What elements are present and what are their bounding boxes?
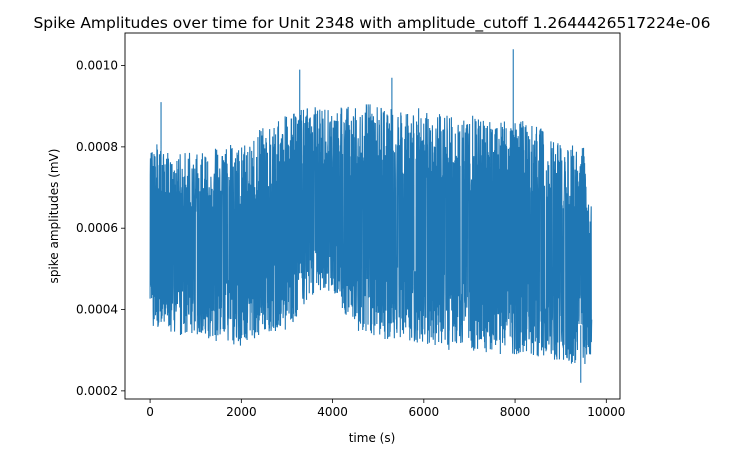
y-axis: 0.0002 0.0004 0.0006 0.0008 0.0010 [76,59,125,398]
y-tick-label: 0.0008 [76,140,118,154]
x-tick-label: 2000 [226,405,257,419]
x-tick-label: 10000 [587,405,625,419]
x-axis: 0 2000 4000 6000 8000 10000 [146,399,625,419]
x-tick-label: 6000 [409,405,440,419]
y-axis-label: spike amplitudes (mV) [47,149,61,284]
y-tick-label: 0.0010 [76,59,118,73]
y-tick-label: 0.0002 [76,384,118,398]
amplitude-series-line [149,49,593,383]
x-tick-label: 0 [146,405,154,419]
x-tick-label: 4000 [317,405,348,419]
y-tick-label: 0.0006 [76,221,118,235]
x-axis-label: time (s) [349,431,396,445]
plot-area [149,49,593,383]
y-tick-label: 0.0004 [76,303,118,317]
plot-frame [124,32,621,400]
x-tick-label: 8000 [500,405,531,419]
chart-title: Spike Amplitudes over time for Unit 2348… [33,14,710,33]
